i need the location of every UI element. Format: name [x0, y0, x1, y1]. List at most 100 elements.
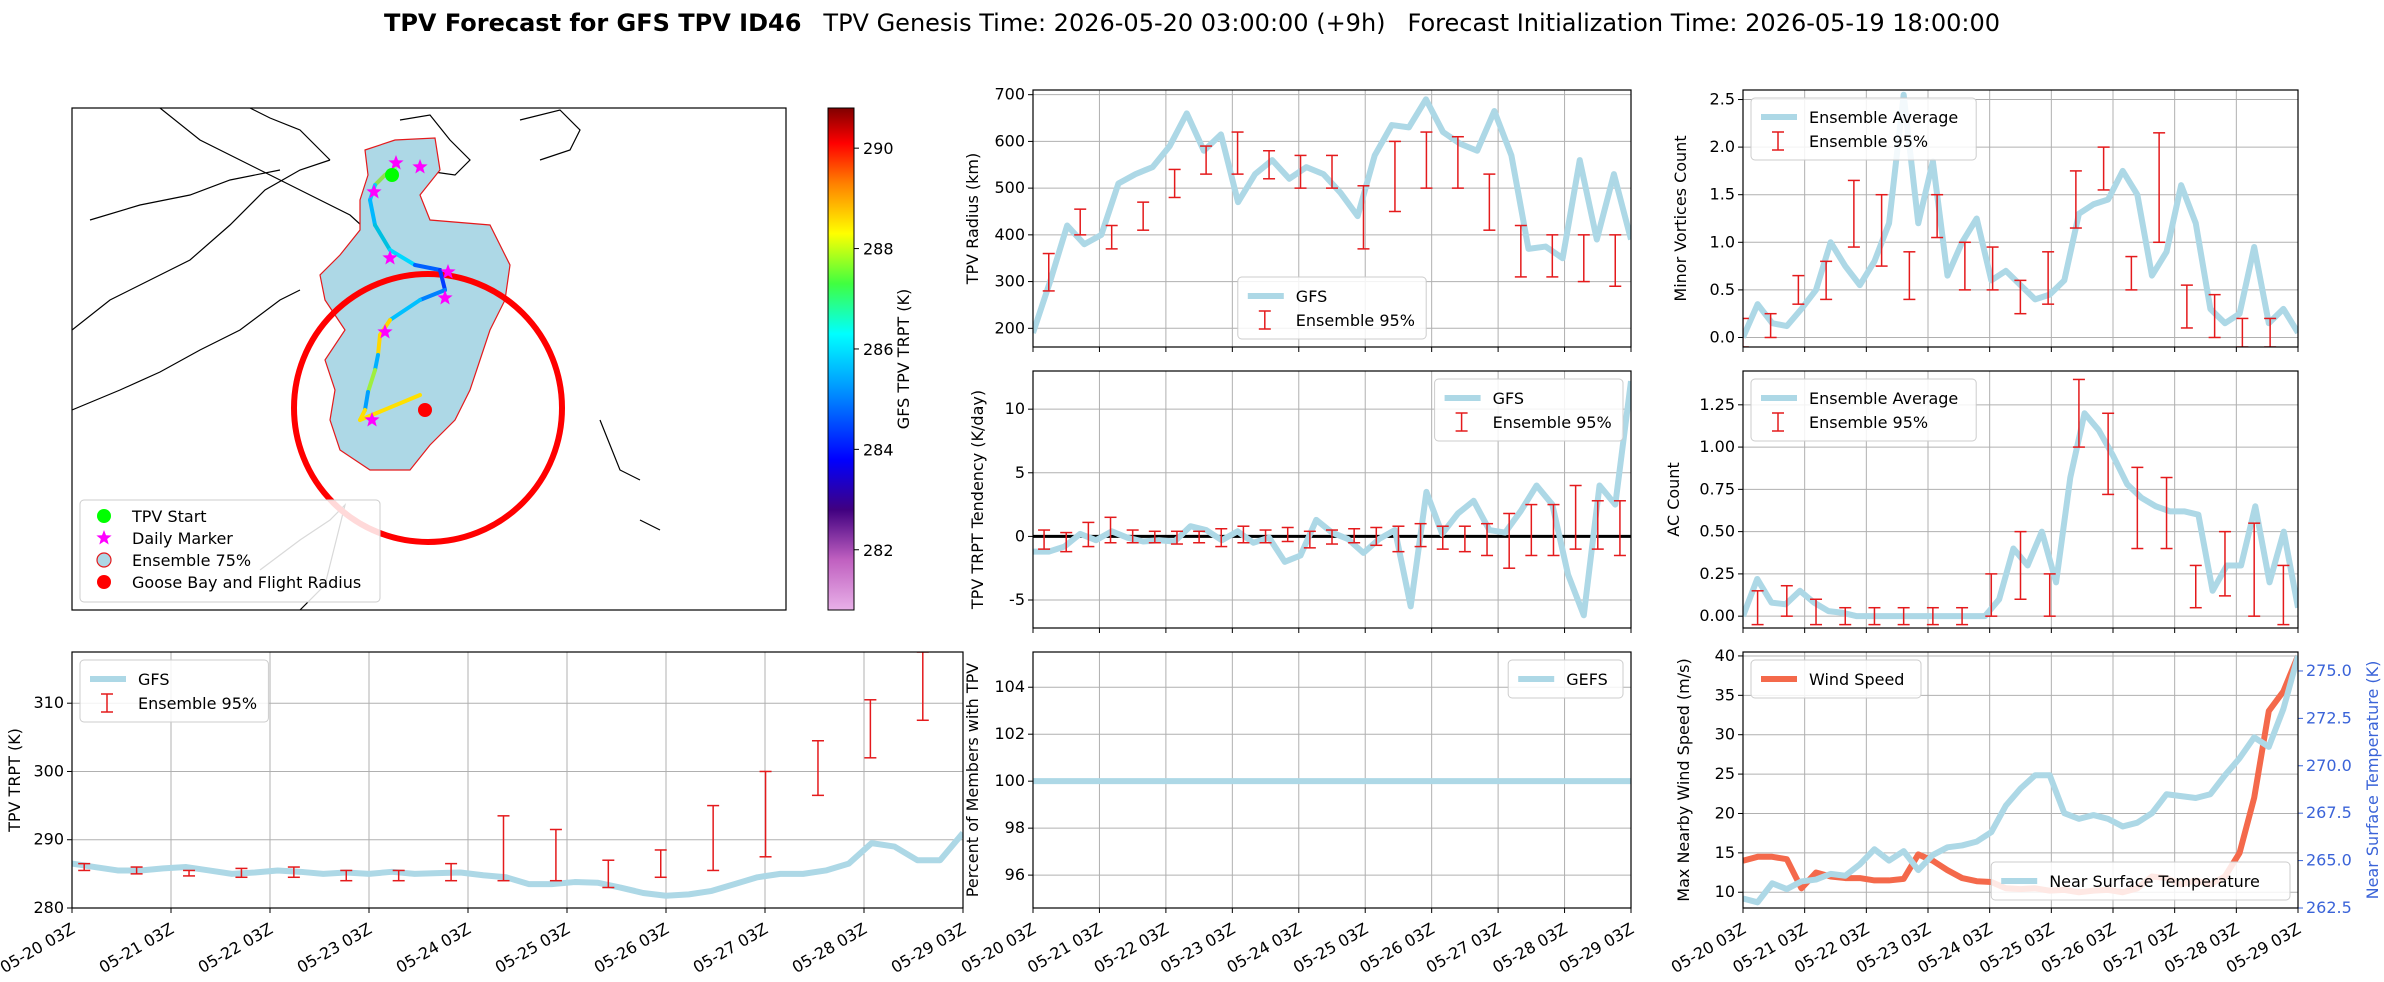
legend: Ensemble Average Ensemble 95%	[1750, 378, 1977, 442]
error-bar	[392, 869, 405, 882]
plot-area	[1033, 380, 1631, 619]
colorbar-tick-label: 284	[863, 440, 894, 459]
goose-bay-point	[418, 403, 432, 417]
error-bar	[1303, 530, 1316, 549]
panel-tpv-radius: 200 300 400 500 600 700 TPV Radius (km) GFS Ense…	[963, 85, 1632, 352]
legend-box	[1750, 97, 1977, 161]
tpv-track-segment	[418, 288, 447, 302]
init-time: Forecast Initialization Time: 2026-05-19…	[1408, 9, 2001, 37]
map-panel: TPV Start Daily Marker Ensemble 75% Goose B…	[71, 107, 913, 611]
error-bar	[1237, 525, 1250, 544]
daily-marker-star	[382, 250, 398, 265]
y-tick-label: 200	[994, 318, 1025, 337]
tpv-track-segment	[368, 198, 377, 227]
legend-label: Ensemble Average	[1809, 389, 1958, 408]
y-tick-label: 102	[994, 724, 1025, 743]
error-bar	[916, 652, 929, 722]
coastline	[249, 108, 331, 161]
error-bar	[1082, 521, 1095, 548]
x-tick-label: 05-22 03Z	[1091, 919, 1172, 977]
error-bar	[1126, 529, 1139, 544]
coastline	[639, 519, 661, 531]
x-tick-label: 05-24 03Z	[393, 919, 474, 977]
y-tick-label: 96	[1005, 865, 1025, 884]
x-tick-label: 05-25 03Z	[492, 919, 573, 977]
error-bar	[759, 770, 772, 858]
legend-label: GFS	[138, 670, 169, 689]
error-bar	[2236, 317, 2249, 347]
error-bar	[445, 862, 458, 882]
x-tick-label: 05-26 03Z	[1356, 919, 1437, 977]
genesis-time: TPV Genesis Time: 2026-05-20 03:00:00 (+…	[822, 9, 1385, 37]
flight-radius-circle	[291, 271, 565, 545]
tpv-track-segment	[373, 173, 387, 187]
y-tick-label: 280	[33, 898, 64, 917]
legend-box	[1507, 659, 1624, 699]
y-tick-label: 10	[1005, 399, 1025, 418]
y-tick-label-right: 267.5	[2306, 803, 2352, 822]
error-bar	[1074, 208, 1087, 236]
panel-ac-count: 0.00 0.25 0.50 0.75 1.00 1.25 AC Count Ensemble…	[1664, 370, 2299, 633]
y-tick-label: 0.75	[1699, 479, 1735, 498]
y-tick-label: 0.25	[1699, 564, 1735, 583]
error-bar	[2248, 522, 2261, 617]
series-line-temperature	[1743, 654, 2298, 906]
legend-label: Ensemble 95%	[1809, 132, 1928, 151]
panel-minor-vortices: 0.0 0.5 1.0 1.5 2.0 2.5 Minor Vortices Count En…	[1671, 89, 2299, 352]
error-bar	[1357, 185, 1370, 250]
error-bar	[1370, 526, 1383, 547]
y-axis-label: TPV TRPT (K)	[5, 728, 24, 833]
y-tick-label: 1.5	[1710, 185, 1735, 204]
error-bar	[1820, 260, 1833, 301]
ensemble-75-icon	[96, 552, 112, 568]
panel-tpv-trpt: 280 290 300 310 05-20 03Z 05-21 03Z 05-22 03Z 0…	[0, 651, 969, 977]
error-bar	[1986, 246, 1999, 291]
tpv-track-segment	[388, 298, 422, 322]
legend-box	[1750, 378, 1977, 442]
error-bar	[2189, 564, 2202, 609]
y-tick-label: 0.00	[1699, 606, 1735, 625]
error-bar	[1751, 590, 1764, 626]
y-tick-label: 30	[1715, 725, 1735, 744]
y-tick-label-right: 270.0	[2306, 756, 2352, 775]
y-tick-label: -5	[1009, 590, 1025, 609]
legend: GFS Ensemble 95%	[1434, 378, 1624, 442]
plot-area	[1743, 91, 2298, 347]
legend-label: GFS	[1296, 287, 1327, 306]
error-bar	[2042, 251, 2055, 305]
error-bar	[1294, 154, 1307, 189]
y-tick-label: 1.25	[1699, 395, 1735, 414]
error-bar	[1042, 252, 1055, 292]
plot-frame	[71, 651, 964, 909]
error-bar	[1281, 526, 1294, 543]
error-bar	[2218, 530, 2231, 597]
goose-bay-icon	[97, 575, 111, 589]
coastline	[599, 419, 641, 481]
y-tick-label: 400	[994, 225, 1025, 244]
plot-frame	[1032, 370, 1632, 629]
y-tick-label: 10	[1715, 882, 1735, 901]
y-tick-label: 300	[994, 272, 1025, 291]
map-frame	[71, 107, 787, 611]
y-axis-label: Percent of Members with TPV	[963, 663, 982, 897]
error-bar	[1259, 529, 1272, 544]
tpv-start-icon	[97, 509, 111, 523]
colorbar-tick-label: 288	[863, 240, 894, 259]
legend-box	[1237, 276, 1427, 340]
x-tick-label: 05-27 03Z	[690, 919, 771, 977]
x-tick-label: 05-22 03Z	[195, 919, 276, 977]
error-bar	[1451, 135, 1464, 189]
daily-marker-star	[364, 412, 380, 427]
daily-marker-star	[388, 155, 404, 170]
error-bar	[1148, 530, 1161, 544]
y-tick-label-right: 272.5	[2306, 708, 2352, 727]
y-tick-label: 1.0	[1710, 232, 1735, 251]
plot-frame	[1742, 89, 2299, 348]
coastline	[89, 169, 281, 221]
y-tick-label: 0	[1015, 526, 1025, 545]
coastline	[519, 109, 581, 161]
error-bar	[1743, 317, 1749, 347]
error-bar	[1897, 606, 1910, 626]
legend-label: Ensemble 95%	[138, 694, 257, 713]
